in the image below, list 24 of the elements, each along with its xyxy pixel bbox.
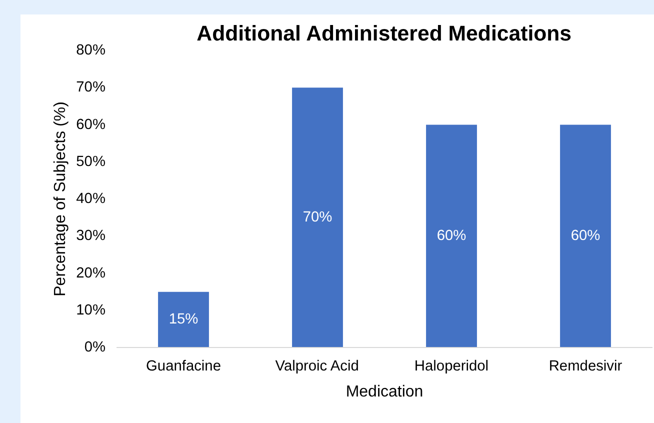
x-tick-label: Guanfacine: [146, 358, 221, 374]
data-label: 15%: [168, 312, 198, 328]
x-tick-label: Haloperidol: [414, 358, 489, 374]
y-tick-label: 50%: [76, 154, 106, 170]
y-tick-label: 40%: [76, 191, 106, 207]
x-tick-label: Remdesivir: [548, 358, 622, 374]
y-tick-label: 30%: [76, 228, 106, 244]
x-axis-title: Medication: [346, 384, 424, 400]
bar: [292, 88, 343, 348]
y-tick-label: 10%: [76, 302, 106, 318]
y-tick-label: 20%: [76, 265, 106, 282]
data-label: 60%: [436, 228, 466, 244]
chart-title: Additional Administered Medications: [196, 22, 572, 46]
y-tick-label: 60%: [76, 116, 106, 133]
y-tick-label: 0%: [84, 340, 106, 356]
bar: [560, 124, 611, 348]
data-label: 70%: [302, 210, 332, 226]
y-axis-title: Percentage of Subjects (%): [52, 102, 70, 296]
bar: [158, 292, 209, 348]
bar: [426, 124, 477, 348]
y-tick-label: 80%: [76, 42, 106, 58]
x-tick-label: Valproic Acid: [275, 358, 359, 374]
data-label: 60%: [570, 228, 600, 244]
y-tick-label: 70%: [76, 80, 106, 96]
